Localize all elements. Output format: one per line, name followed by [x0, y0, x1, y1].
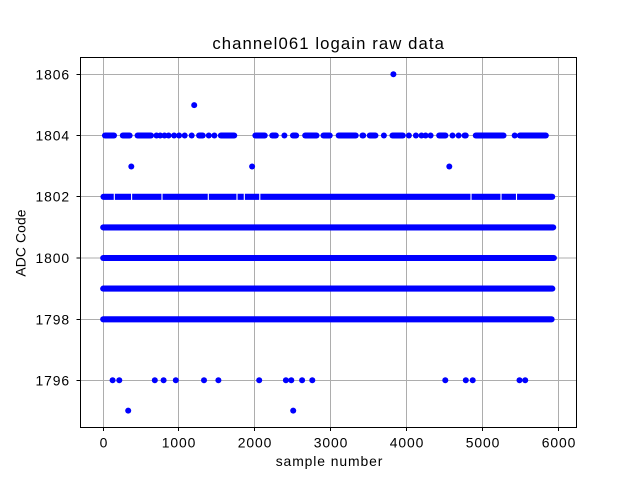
svg-text:3000: 3000: [314, 435, 349, 451]
svg-text:1802: 1802: [35, 189, 70, 205]
svg-text:0: 0: [100, 435, 108, 451]
svg-text:5000: 5000: [466, 435, 501, 451]
svg-text:2000: 2000: [238, 435, 273, 451]
svg-text:1804: 1804: [35, 128, 70, 144]
svg-text:1800: 1800: [35, 250, 70, 266]
svg-text:sample number: sample number: [276, 453, 384, 469]
svg-text:1806: 1806: [35, 67, 70, 83]
svg-text:4000: 4000: [390, 435, 425, 451]
svg-text:ADC Code: ADC Code: [13, 209, 29, 276]
svg-text:6000: 6000: [542, 435, 577, 451]
svg-text:1798: 1798: [35, 312, 70, 328]
svg-text:1796: 1796: [35, 373, 70, 389]
svg-text:1000: 1000: [162, 435, 197, 451]
svg-text:channel061 logain raw data: channel061 logain raw data: [212, 34, 445, 53]
